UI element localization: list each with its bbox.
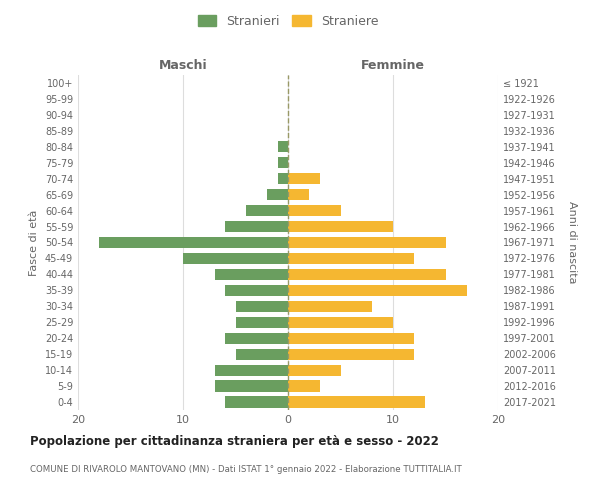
Bar (277, 173, 288, 184)
Y-axis label: Anni di nascita: Anni di nascita (567, 201, 577, 284)
Bar (99, 237, 288, 248)
Bar (288, 316, 393, 328)
Bar (235, 300, 288, 312)
Bar (288, 364, 341, 376)
Bar (288, 253, 414, 264)
Bar (225, 332, 288, 344)
Text: Maschi: Maschi (158, 59, 208, 72)
Text: Popolazione per cittadinanza straniera per età e sesso - 2022: Popolazione per cittadinanza straniera p… (30, 435, 439, 448)
Bar (215, 364, 288, 376)
Bar (288, 189, 309, 200)
Bar (288, 300, 372, 312)
Bar (288, 237, 445, 248)
Bar (235, 348, 288, 360)
Bar (288, 221, 393, 232)
Y-axis label: Fasce di età: Fasce di età (29, 210, 39, 276)
Bar (288, 380, 320, 392)
Bar (288, 269, 445, 280)
Text: COMUNE DI RIVAROLO MANTOVANO (MN) - Dati ISTAT 1° gennaio 2022 - Elaborazione TU: COMUNE DI RIVAROLO MANTOVANO (MN) - Dati… (30, 465, 462, 474)
Bar (183, 253, 288, 264)
Bar (235, 316, 288, 328)
Bar (288, 396, 425, 407)
Bar (288, 173, 320, 184)
Bar (288, 348, 414, 360)
Bar (288, 205, 341, 216)
Bar (215, 269, 288, 280)
Bar (246, 205, 288, 216)
Bar (225, 396, 288, 407)
Legend: Stranieri, Straniere: Stranieri, Straniere (194, 11, 382, 32)
Bar (225, 285, 288, 296)
Bar (277, 157, 288, 168)
Bar (225, 221, 288, 232)
Bar (267, 189, 288, 200)
Bar (215, 380, 288, 392)
Bar (277, 141, 288, 152)
Text: Femmine: Femmine (361, 59, 425, 72)
Bar (288, 285, 467, 296)
Bar (288, 332, 414, 344)
